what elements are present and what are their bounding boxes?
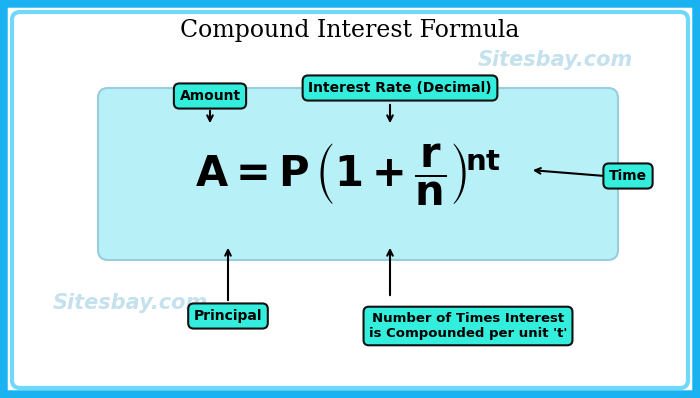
Text: Compound Interest Formula: Compound Interest Formula [181,18,519,41]
Text: $\mathbf{A = P\,\left(1 + \dfrac{r}{n}\right)^{\!nt}}$: $\mathbf{A = P\,\left(1 + \dfrac{r}{n}\r… [195,141,501,207]
Text: Number of Times Interest
is Compounded per unit 't': Number of Times Interest is Compounded p… [369,312,567,340]
Text: Interest Rate (Decimal): Interest Rate (Decimal) [308,81,492,95]
Text: Principal: Principal [194,309,262,323]
Text: Sitesbay.com: Sitesbay.com [477,50,633,70]
FancyBboxPatch shape [12,12,688,388]
Text: Sitesbay.com: Sitesbay.com [52,293,208,313]
Text: Amount: Amount [179,89,241,103]
Text: Time: Time [609,169,647,183]
FancyBboxPatch shape [98,88,618,260]
